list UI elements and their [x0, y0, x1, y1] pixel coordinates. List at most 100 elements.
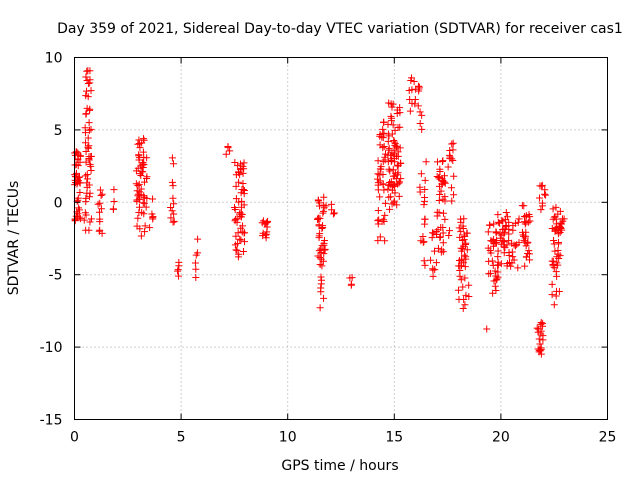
data-point	[505, 230, 513, 238]
data-point	[137, 162, 145, 170]
data-point	[134, 140, 142, 148]
data-point	[551, 247, 559, 255]
data-point	[461, 301, 469, 309]
data-point	[427, 256, 435, 264]
data-point	[433, 158, 441, 166]
data-point	[393, 201, 401, 209]
data-point	[321, 237, 329, 245]
data-point	[533, 324, 541, 332]
data-point	[169, 218, 177, 226]
data-point	[494, 211, 502, 219]
data-point	[241, 238, 249, 246]
data-point	[329, 210, 337, 218]
data-point	[346, 274, 354, 282]
data-point	[385, 130, 393, 138]
data-point	[191, 259, 199, 267]
data-point	[460, 231, 468, 239]
data-point	[319, 209, 327, 217]
data-point	[379, 125, 387, 133]
data-point	[141, 222, 149, 230]
data-point	[82, 211, 90, 219]
data-point	[421, 261, 429, 269]
data-point	[168, 154, 176, 162]
data-point	[135, 203, 143, 211]
data-point	[317, 248, 325, 256]
data-point	[381, 237, 389, 245]
data-point	[75, 206, 83, 214]
data-point	[536, 194, 544, 202]
data-point	[316, 230, 324, 238]
data-point	[534, 345, 542, 353]
data-point	[436, 233, 444, 241]
data-point	[433, 212, 441, 220]
data-point	[96, 186, 104, 194]
data-point	[240, 187, 248, 195]
data-point	[374, 181, 382, 189]
data-point	[239, 179, 247, 187]
data-point	[86, 76, 94, 84]
data-point	[539, 336, 547, 344]
data-point	[375, 216, 383, 224]
data-point	[422, 158, 430, 166]
data-point	[447, 184, 455, 192]
data-point	[548, 291, 556, 299]
data-point	[174, 266, 182, 274]
data-point	[421, 176, 429, 184]
data-point	[328, 206, 336, 214]
data-point	[416, 183, 424, 191]
data-point	[555, 240, 563, 248]
data-point	[83, 87, 91, 95]
data-point	[380, 118, 388, 126]
data-point	[83, 67, 91, 75]
x-tick-label: 15	[385, 430, 403, 446]
data-point	[76, 189, 84, 197]
data-point	[390, 137, 398, 145]
data-point	[380, 218, 388, 226]
data-point	[483, 325, 491, 333]
data-point	[315, 202, 323, 210]
data-point	[508, 248, 516, 256]
data-point	[232, 232, 240, 240]
data-point	[374, 217, 382, 225]
data-point	[406, 96, 414, 104]
data-point	[463, 246, 471, 254]
data-point	[511, 219, 519, 227]
data-point	[374, 157, 382, 165]
data-point	[192, 265, 200, 273]
data-point	[132, 167, 140, 175]
data-point	[494, 218, 502, 226]
data-point	[168, 207, 176, 215]
data-point	[232, 182, 240, 190]
data-point	[85, 193, 93, 201]
data-point	[239, 185, 247, 193]
data-point	[140, 193, 148, 201]
x-tick-label: 25	[599, 430, 617, 446]
data-point	[318, 242, 326, 250]
data-point	[98, 190, 106, 198]
data-point	[461, 274, 469, 282]
data-point	[376, 177, 384, 185]
data-point	[83, 104, 91, 112]
data-point	[497, 260, 505, 268]
data-point	[387, 178, 395, 186]
data-point	[143, 154, 151, 162]
data-point	[379, 180, 387, 188]
data-point	[170, 200, 178, 208]
data-point	[557, 219, 565, 227]
data-point	[415, 83, 423, 91]
data-point	[448, 197, 456, 205]
data-point	[376, 165, 384, 173]
data-point	[486, 269, 494, 277]
data-point	[535, 335, 543, 343]
data-point	[388, 114, 396, 122]
data-point	[549, 257, 557, 265]
data-point	[449, 157, 457, 165]
data-point	[522, 228, 530, 236]
data-point	[314, 252, 322, 260]
data-point	[96, 218, 104, 226]
data-point	[396, 144, 404, 152]
data-point	[317, 273, 325, 281]
data-point	[134, 214, 142, 222]
data-point	[539, 319, 547, 327]
data-point	[167, 214, 175, 222]
